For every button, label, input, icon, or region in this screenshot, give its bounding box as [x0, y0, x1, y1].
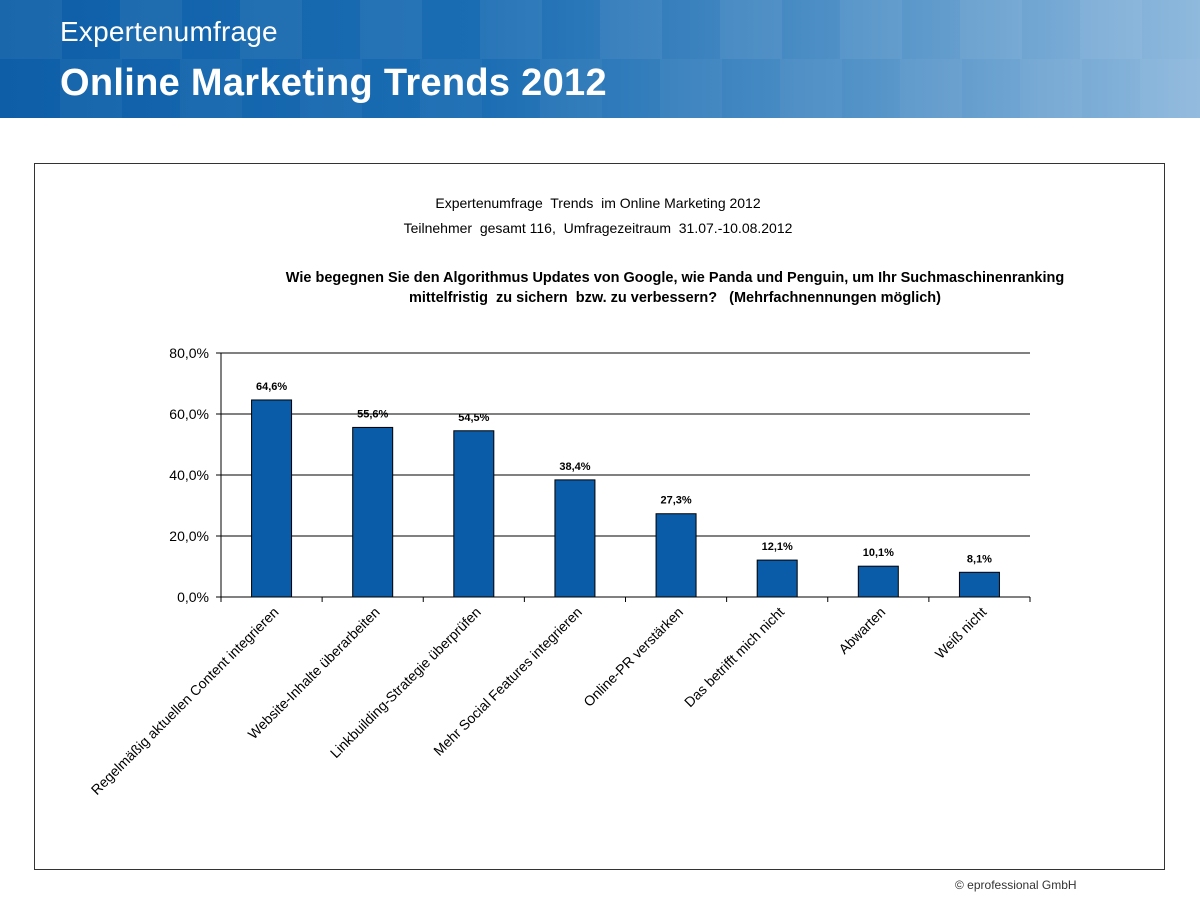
- bar-value-label: 55,6%: [357, 408, 388, 420]
- bar: [756, 559, 798, 598]
- banner-tile: [600, 0, 662, 59]
- bar: [958, 571, 1000, 598]
- banner-tile: [960, 0, 1022, 59]
- banner-tile: [240, 0, 302, 59]
- bar-value-label: 8,1%: [967, 553, 992, 565]
- y-tick-label: 80,0%: [169, 345, 209, 361]
- bar: [251, 399, 293, 598]
- bar-value-label: 27,3%: [660, 495, 691, 507]
- category-label: Weiß nicht: [932, 604, 990, 662]
- category-label: Abwarten: [835, 604, 888, 657]
- bar: [655, 513, 697, 598]
- chart-frame: Expertenumfrage Trends im Online Marketi…: [34, 163, 1165, 870]
- plot-area: 0,0% 20,0% 40,0% 60,0% 80,0% 64,6% Regelmäßig …: [88, 345, 1031, 798]
- bar: [352, 426, 394, 598]
- banner-tile: [480, 0, 542, 59]
- chart-title-line1: Expertenumfrage Trends im Online Marketi…: [435, 195, 760, 211]
- bar: [453, 430, 495, 598]
- bar-value-label: 12,1%: [762, 541, 793, 553]
- banner-pattern: [0, 0, 1200, 118]
- banner-tile: [120, 0, 182, 59]
- category-label: Regelmäßig aktuellen Content integrieren: [88, 604, 282, 798]
- banner-tile: [420, 59, 482, 118]
- banner-tile: [1140, 59, 1200, 118]
- banner-tile: [360, 0, 422, 59]
- banner-tile: [0, 0, 62, 59]
- banner-tile: [540, 59, 602, 118]
- header-subtitle: Expertenumfrage: [60, 16, 278, 47]
- banner-tile: [1020, 59, 1082, 118]
- bar: [554, 479, 596, 598]
- banner-tile: [900, 59, 962, 118]
- bar: [857, 565, 899, 598]
- y-tick-label: 20,0%: [169, 528, 209, 544]
- bar-chart: Expertenumfrage Trends im Online Marketi…: [88, 195, 1065, 798]
- category-label: Online-PR verstärken: [580, 604, 686, 710]
- banner-tile: [660, 59, 722, 118]
- chart-question-line1: Wie begegnen Sie den Algorithmus Updates…: [286, 270, 1064, 286]
- banner-tile: [180, 59, 242, 118]
- category-label: Das betrifft mich nicht: [681, 604, 787, 710]
- header-title: Online Marketing Trends 2012: [60, 62, 607, 104]
- chart-title-line2: Teilnehmer gesamt 116, Umfragezeitraum 3…: [404, 220, 793, 236]
- copyright-text: © eprofessional GmbH: [955, 878, 1077, 892]
- bar-value-label: 64,6%: [256, 381, 287, 393]
- bar-value-label: 10,1%: [863, 547, 894, 559]
- y-tick-label: 60,0%: [169, 406, 209, 422]
- banner-tile: [300, 59, 362, 118]
- banner-tile: [840, 0, 902, 59]
- bar-value-label: 38,4%: [559, 461, 590, 473]
- banner-tile: [1080, 0, 1142, 59]
- header-banner: Expertenumfrage Online Marketing Trends …: [0, 0, 1200, 118]
- banner-tile: [780, 59, 842, 118]
- y-tick-label: 0,0%: [177, 589, 209, 605]
- banner-tile: [720, 0, 782, 59]
- y-tick-label: 40,0%: [169, 467, 209, 483]
- chart-question-line2: mittelfristig zu sichern bzw. zu verbess…: [409, 290, 941, 306]
- banner-tile: [60, 59, 122, 118]
- bar-value-label: 54,5%: [458, 412, 489, 424]
